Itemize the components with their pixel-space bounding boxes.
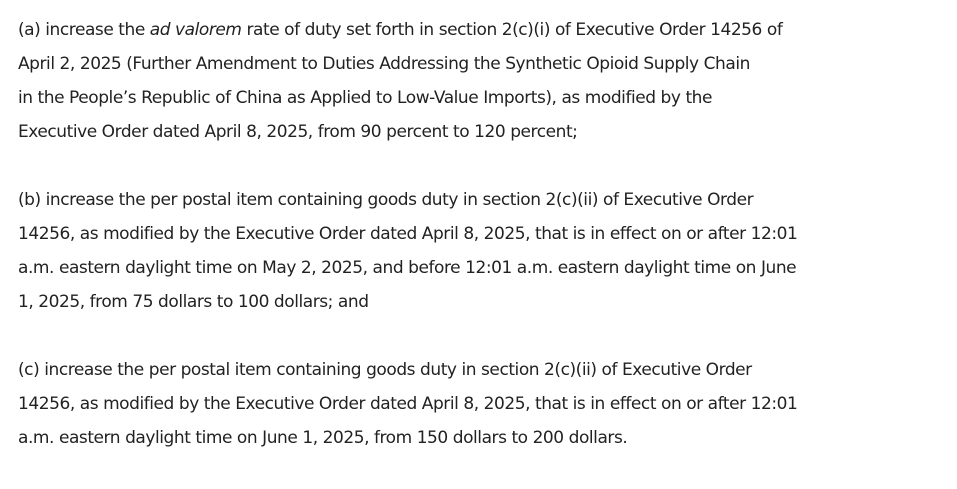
text-line: in the People’s Republic of China as App… (18, 88, 713, 108)
text-line: Executive Order dated April 8, 2025, fro… (18, 122, 578, 142)
text-line: 14256, as modified by the Executive Orde… (18, 224, 798, 244)
text-line: April 2, 2025 (Further Amendment to Duti… (18, 54, 750, 74)
text-line: 1, 2025, from 75 dollars to 100 dollars;… (18, 292, 369, 312)
text-line: (b) increase the per postal item contain… (18, 190, 754, 210)
text-line: a.m. eastern daylight time on May 2, 202… (18, 258, 797, 278)
text-segment: rate of duty set forth in section 2(c)(i… (241, 20, 783, 40)
paragraph-b: (b) increase the per postal item contain… (18, 183, 948, 319)
italic-term: ad valorem (149, 20, 242, 40)
document-body: (a) increase the ad valorem rate of duty… (18, 13, 948, 489)
text-line: (a) increase the ad valorem rate of duty… (18, 13, 948, 47)
text-segment: (a) increase the (18, 20, 150, 40)
text-line: (c) increase the per postal item contain… (18, 360, 752, 380)
text-line: a.m. eastern daylight time on June 1, 20… (18, 428, 628, 448)
text-line: 14256, as modified by the Executive Orde… (18, 394, 798, 414)
paragraph-a: (a) increase the ad valorem rate of duty… (18, 13, 948, 149)
paragraph-c: (c) increase the per postal item contain… (18, 353, 948, 455)
